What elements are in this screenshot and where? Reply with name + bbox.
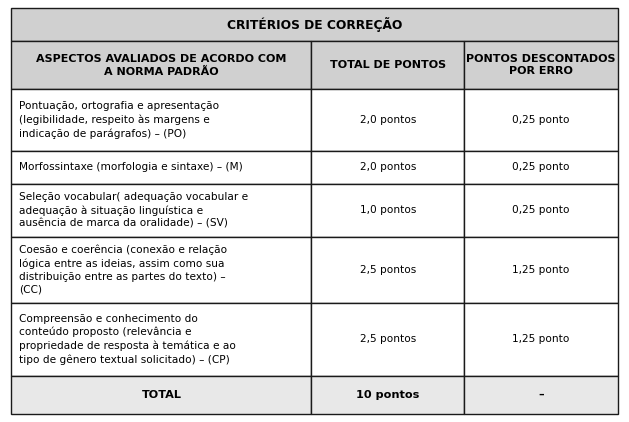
Text: 1,25 ponto: 1,25 ponto [512, 334, 570, 344]
Bar [464, 303, 618, 376]
Bar [311, 184, 464, 237]
Bar [311, 151, 464, 184]
Bar [311, 376, 464, 414]
Bar [311, 237, 464, 303]
Text: Seleção vocabular( adequação vocabular e
adequação à situação linguística e
ausê: Seleção vocabular( adequação vocabular e… [19, 192, 248, 229]
Bar [11, 184, 311, 237]
Bar [11, 151, 311, 184]
Text: 0,25 ponto: 0,25 ponto [512, 206, 570, 215]
Text: 0,25 ponto: 0,25 ponto [512, 115, 570, 125]
Text: 2,5 pontos: 2,5 pontos [360, 334, 416, 344]
Bar [11, 41, 311, 89]
Bar [311, 89, 464, 151]
Bar [464, 237, 618, 303]
Text: 2,0 pontos: 2,0 pontos [360, 162, 416, 173]
Text: TOTAL DE PONTOS: TOTAL DE PONTOS [330, 60, 446, 70]
Text: 2,5 pontos: 2,5 pontos [360, 265, 416, 275]
Bar [464, 184, 618, 237]
Bar [464, 151, 618, 184]
Text: ASPECTOS AVALIADOS DE ACORDO COM
A NORMA PADRÃO: ASPECTOS AVALIADOS DE ACORDO COM A NORMA… [36, 54, 287, 76]
Text: Pontuação, ortografia e apresentação
(legibilidade, respeito às margens e
indica: Pontuação, ortografia e apresentação (le… [19, 101, 219, 139]
Text: 2,0 pontos: 2,0 pontos [360, 115, 416, 125]
Bar [311, 41, 464, 89]
Bar [464, 376, 618, 414]
Bar [11, 376, 311, 414]
Text: Compreensão e conhecimento do
conteúdo proposto (relevância e
propriedade de res: Compreensão e conhecimento do conteúdo p… [19, 314, 236, 365]
Bar [464, 41, 618, 89]
Bar [11, 8, 618, 41]
Text: TOTAL: TOTAL [142, 390, 181, 400]
Bar [464, 89, 618, 151]
Text: 1,0 pontos: 1,0 pontos [360, 206, 416, 215]
Text: 10 pontos: 10 pontos [356, 390, 420, 400]
Text: Coesão e coerência (conexão e relação
lógica entre as ideias, assim como sua
dis: Coesão e coerência (conexão e relação ló… [19, 244, 227, 295]
Text: 0,25 ponto: 0,25 ponto [512, 162, 570, 173]
Bar [11, 89, 311, 151]
Text: PONTOS DESCONTADOS
POR ERRO: PONTOS DESCONTADOS POR ERRO [466, 54, 616, 76]
Bar [11, 303, 311, 376]
Text: –: – [538, 390, 544, 400]
Bar [11, 237, 311, 303]
Text: Morfossintaxe (morfologia e sintaxe) – (M): Morfossintaxe (morfologia e sintaxe) – (… [19, 162, 243, 173]
Text: CRITÉRIOS DE CORREÇÃO: CRITÉRIOS DE CORREÇÃO [227, 17, 402, 32]
Bar [311, 303, 464, 376]
Text: 1,25 ponto: 1,25 ponto [512, 265, 570, 275]
